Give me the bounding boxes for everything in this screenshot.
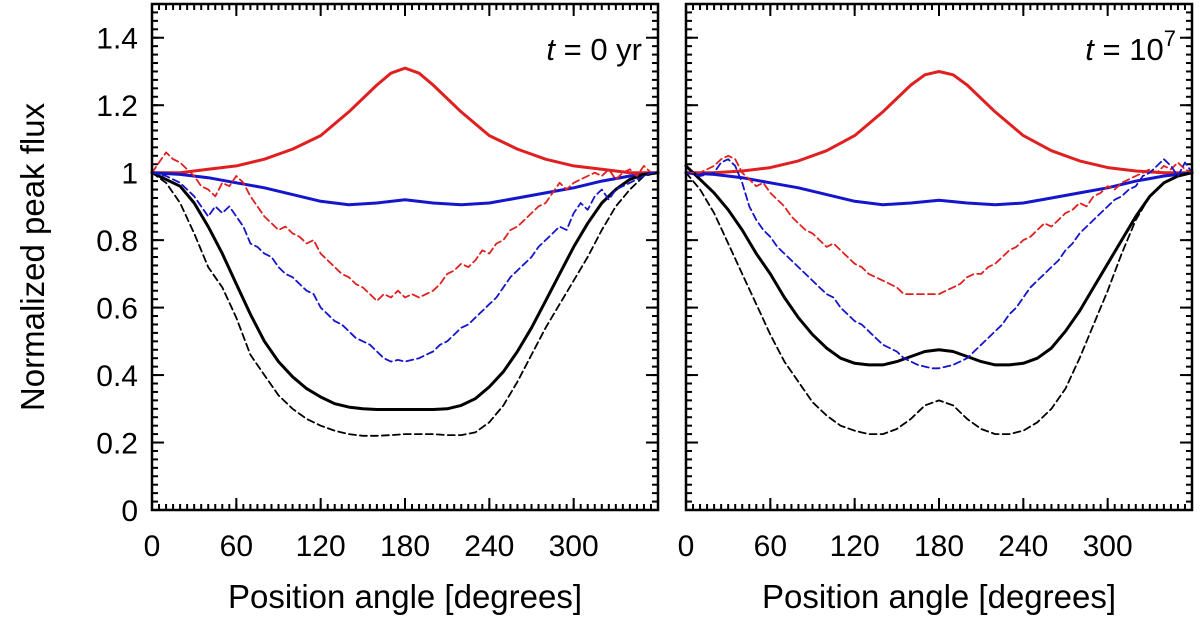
x-tick-label: 0 [678, 530, 695, 563]
x-tick-label: 240 [464, 530, 514, 563]
plot-frame [150, 2, 660, 512]
series-black-dashed [685, 171, 1193, 435]
series-red-solid [150, 66, 660, 175]
x-tick-label: 120 [830, 530, 880, 563]
y-tick-label: 0.8 [96, 225, 138, 258]
series-blue-solid [684, 171, 1194, 207]
x-tick-label: 300 [1083, 530, 1133, 563]
x-axis-title: Position angle [degrees] [228, 578, 582, 615]
y-tick-label: 1 [121, 158, 138, 191]
y-tick-label: 0 [121, 495, 138, 528]
x-tick-label: 180 [914, 530, 964, 563]
y-tick-label: 0.4 [96, 360, 138, 393]
annotation-var: t [546, 32, 556, 67]
x-tick-label: 60 [754, 530, 787, 563]
plot-frame [684, 2, 1194, 512]
series-red-dashed [151, 151, 659, 302]
annotation-exponent: 7 [1164, 26, 1176, 51]
x-tick-label: 0 [144, 530, 161, 563]
x-tick-label: 120 [296, 530, 346, 563]
x-tick-label: 240 [998, 530, 1048, 563]
panel-right: 0 60 120 180 240 300 Position angle [degrees] t… [678, 2, 1194, 615]
series-black-solid [150, 171, 660, 411]
annotation-eq: = [555, 32, 590, 67]
annotation-value: 10 [1129, 32, 1163, 67]
x-tick-label: 60 [220, 530, 253, 563]
x-axis-title: Position angle [degrees] [762, 578, 1116, 615]
y-tick-label: 1.4 [96, 23, 138, 56]
annotation-eq: = [1094, 32, 1129, 67]
minor-ticks [685, 3, 1193, 511]
y-tick-label: 1.2 [96, 90, 138, 123]
series-black-dashed [151, 171, 659, 437]
y-tick-label: 0.2 [96, 428, 138, 461]
annotation-var: t [1085, 32, 1095, 67]
annotation-unit: yr [608, 32, 642, 67]
series-blue-dashed [685, 158, 1193, 370]
y-tick-label: 0.6 [96, 293, 138, 326]
series-red-dashed [685, 154, 1193, 295]
series-blue-solid [150, 171, 660, 207]
y-axis-title: Normalized peak flux [14, 102, 51, 411]
x-tick-label: 300 [549, 530, 599, 563]
x-tick-label: 180 [380, 530, 430, 563]
annotation-value: 0 [590, 32, 607, 67]
series-black-solid [684, 164, 1194, 367]
panel-annotation: t = 107 [1085, 26, 1176, 67]
panel-left: 0 60 120 180 240 300 0 0.2 0.4 0.6 0.8 1 1.2 1.4 Posit… [14, 2, 660, 615]
panel-annotation: t = 0 yr [546, 32, 642, 67]
series-red-solid [684, 70, 1194, 175]
